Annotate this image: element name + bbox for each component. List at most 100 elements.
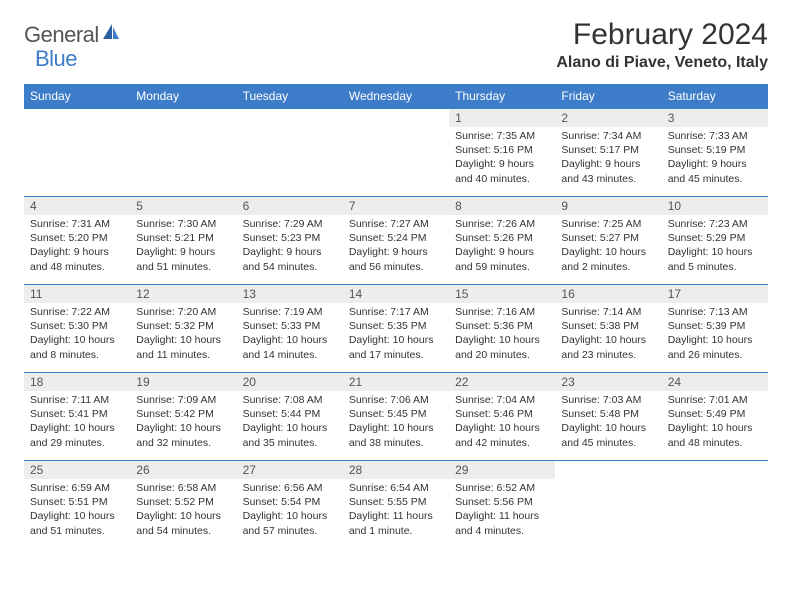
day-number: 27 bbox=[237, 461, 343, 479]
day-number: 15 bbox=[449, 285, 555, 303]
daylight-text: Daylight: 10 hours and 20 minutes. bbox=[455, 333, 549, 361]
sunset-text: Sunset: 5:23 PM bbox=[243, 231, 337, 245]
daylight-text: Daylight: 10 hours and 23 minutes. bbox=[561, 333, 655, 361]
day-cell: 3Sunrise: 7:33 AMSunset: 5:19 PMDaylight… bbox=[662, 109, 768, 197]
sunset-text: Sunset: 5:21 PM bbox=[136, 231, 230, 245]
day-details: Sunrise: 7:01 AMSunset: 5:49 PMDaylight:… bbox=[662, 391, 768, 454]
sunrise-text: Sunrise: 7:03 AM bbox=[561, 393, 655, 407]
day-number: 22 bbox=[449, 373, 555, 391]
day-cell: 18Sunrise: 7:11 AMSunset: 5:41 PMDayligh… bbox=[24, 373, 130, 461]
daylight-text: Daylight: 9 hours and 40 minutes. bbox=[455, 157, 549, 185]
day-details: Sunrise: 7:04 AMSunset: 5:46 PMDaylight:… bbox=[449, 391, 555, 454]
day-cell: 12Sunrise: 7:20 AMSunset: 5:32 PMDayligh… bbox=[130, 285, 236, 373]
sunset-text: Sunset: 5:19 PM bbox=[668, 143, 762, 157]
sunset-text: Sunset: 5:45 PM bbox=[349, 407, 443, 421]
sunset-text: Sunset: 5:27 PM bbox=[561, 231, 655, 245]
calendar-table: Sunday Monday Tuesday Wednesday Thursday… bbox=[24, 84, 768, 549]
sunset-text: Sunset: 5:54 PM bbox=[243, 495, 337, 509]
day-number: 20 bbox=[237, 373, 343, 391]
day-details: Sunrise: 7:30 AMSunset: 5:21 PMDaylight:… bbox=[130, 215, 236, 278]
day-number: 3 bbox=[662, 109, 768, 127]
sunrise-text: Sunrise: 7:33 AM bbox=[668, 129, 762, 143]
calendar-row: 1Sunrise: 7:35 AMSunset: 5:16 PMDaylight… bbox=[24, 109, 768, 197]
day-cell: 26Sunrise: 6:58 AMSunset: 5:52 PMDayligh… bbox=[130, 461, 236, 549]
day-cell: 13Sunrise: 7:19 AMSunset: 5:33 PMDayligh… bbox=[237, 285, 343, 373]
daylight-text: Daylight: 10 hours and 5 minutes. bbox=[668, 245, 762, 273]
weekday-header: Sunday bbox=[24, 84, 130, 109]
sunset-text: Sunset: 5:49 PM bbox=[668, 407, 762, 421]
sunset-text: Sunset: 5:42 PM bbox=[136, 407, 230, 421]
sunrise-text: Sunrise: 7:16 AM bbox=[455, 305, 549, 319]
sunset-text: Sunset: 5:55 PM bbox=[349, 495, 443, 509]
day-number: 23 bbox=[555, 373, 661, 391]
sunset-text: Sunset: 5:52 PM bbox=[136, 495, 230, 509]
day-cell: 8Sunrise: 7:26 AMSunset: 5:26 PMDaylight… bbox=[449, 197, 555, 285]
day-details: Sunrise: 7:14 AMSunset: 5:38 PMDaylight:… bbox=[555, 303, 661, 366]
month-title: February 2024 bbox=[556, 18, 768, 52]
day-details: Sunrise: 6:54 AMSunset: 5:55 PMDaylight:… bbox=[343, 479, 449, 542]
calendar-row: 18Sunrise: 7:11 AMSunset: 5:41 PMDayligh… bbox=[24, 373, 768, 461]
logo-text-gray: General bbox=[24, 22, 99, 48]
day-number: 18 bbox=[24, 373, 130, 391]
day-number: 26 bbox=[130, 461, 236, 479]
day-number: 17 bbox=[662, 285, 768, 303]
day-cell: 23Sunrise: 7:03 AMSunset: 5:48 PMDayligh… bbox=[555, 373, 661, 461]
day-cell: 27 Sunrise: 6:56 AMSunset: 5:54 PMDayligh… bbox=[237, 461, 343, 549]
sunset-text: Sunset: 5:17 PM bbox=[561, 143, 655, 157]
logo-blue-wrap: Blue bbox=[35, 46, 77, 72]
day-number: 14 bbox=[343, 285, 449, 303]
sunrise-text: Sunrise: 7:14 AM bbox=[561, 305, 655, 319]
day-details: Sunrise: 7:16 AMSunset: 5:36 PMDaylight:… bbox=[449, 303, 555, 366]
sunset-text: Sunset: 5:33 PM bbox=[243, 319, 337, 333]
day-number: 10 bbox=[662, 197, 768, 215]
sunset-text: Sunset: 5:39 PM bbox=[668, 319, 762, 333]
sunset-text: Sunset: 5:44 PM bbox=[243, 407, 337, 421]
sunrise-text: Sunrise: 7:23 AM bbox=[668, 217, 762, 231]
header: General February 2024 Alano di Piave, Ve… bbox=[24, 18, 768, 72]
sunrise-text: Sunrise: 7:09 AM bbox=[136, 393, 230, 407]
day-details: Sunrise: 7:25 AMSunset: 5:27 PMDaylight:… bbox=[555, 215, 661, 278]
daylight-text: Daylight: 9 hours and 54 minutes. bbox=[243, 245, 337, 273]
day-number: 11 bbox=[24, 285, 130, 303]
day-details: Sunrise: 7:26 AMSunset: 5:26 PMDaylight:… bbox=[449, 215, 555, 278]
logo: General bbox=[24, 22, 123, 48]
day-details: Sunrise: 7:06 AMSunset: 5:45 PMDaylight:… bbox=[343, 391, 449, 454]
day-cell: 16Sunrise: 7:14 AMSunset: 5:38 PMDayligh… bbox=[555, 285, 661, 373]
day-cell: 20Sunrise: 7:08 AMSunset: 5:44 PMDayligh… bbox=[237, 373, 343, 461]
sunset-text: Sunset: 5:30 PM bbox=[30, 319, 124, 333]
daylight-text: Daylight: 10 hours and 45 minutes. bbox=[561, 421, 655, 449]
day-details: Sunrise: 7:35 AMSunset: 5:16 PMDaylight:… bbox=[449, 127, 555, 190]
sunrise-text: Sunrise: 7:04 AM bbox=[455, 393, 549, 407]
day-number: 13 bbox=[237, 285, 343, 303]
sunrise-text: Sunrise: 7:11 AM bbox=[30, 393, 124, 407]
day-details: Sunrise: 6:58 AMSunset: 5:52 PMDaylight:… bbox=[130, 479, 236, 542]
day-number: 8 bbox=[449, 197, 555, 215]
day-number: 5 bbox=[130, 197, 236, 215]
day-number: 24 bbox=[662, 373, 768, 391]
daylight-text: Daylight: 10 hours and 57 minutes. bbox=[243, 509, 337, 537]
day-details: Sunrise: 7:34 AMSunset: 5:17 PMDaylight:… bbox=[555, 127, 661, 190]
day-details: Sunrise: 6:52 AMSunset: 5:56 PMDaylight:… bbox=[449, 479, 555, 542]
sunrise-text: Sunrise: 7:17 AM bbox=[349, 305, 443, 319]
weekday-header: Friday bbox=[555, 84, 661, 109]
day-number: 25 bbox=[24, 461, 130, 479]
sunset-text: Sunset: 5:46 PM bbox=[455, 407, 549, 421]
sunrise-text: Sunrise: 6:56 AM bbox=[243, 481, 337, 495]
day-details: Sunrise: 7:23 AMSunset: 5:29 PMDaylight:… bbox=[662, 215, 768, 278]
day-details: Sunrise: 7:13 AMSunset: 5:39 PMDaylight:… bbox=[662, 303, 768, 366]
calendar-row: 11Sunrise: 7:22 AMSunset: 5:30 PMDayligh… bbox=[24, 285, 768, 373]
daylight-text: Daylight: 10 hours and 42 minutes. bbox=[455, 421, 549, 449]
sunset-text: Sunset: 5:24 PM bbox=[349, 231, 443, 245]
day-details: Sunrise: 7:27 AMSunset: 5:24 PMDaylight:… bbox=[343, 215, 449, 278]
weekday-header: Tuesday bbox=[237, 84, 343, 109]
day-cell: 22Sunrise: 7:04 AMSunset: 5:46 PMDayligh… bbox=[449, 373, 555, 461]
weekday-header: Thursday bbox=[449, 84, 555, 109]
day-cell bbox=[343, 109, 449, 197]
day-details: Sunrise: 7:29 AMSunset: 5:23 PMDaylight:… bbox=[237, 215, 343, 278]
daylight-text: Daylight: 10 hours and 2 minutes. bbox=[561, 245, 655, 273]
daylight-text: Daylight: 10 hours and 17 minutes. bbox=[349, 333, 443, 361]
daylight-text: Daylight: 11 hours and 1 minute. bbox=[349, 509, 443, 537]
sunrise-text: Sunrise: 6:59 AM bbox=[30, 481, 124, 495]
day-cell: 7Sunrise: 7:27 AMSunset: 5:24 PMDaylight… bbox=[343, 197, 449, 285]
day-cell: 4Sunrise: 7:31 AMSunset: 5:20 PMDaylight… bbox=[24, 197, 130, 285]
